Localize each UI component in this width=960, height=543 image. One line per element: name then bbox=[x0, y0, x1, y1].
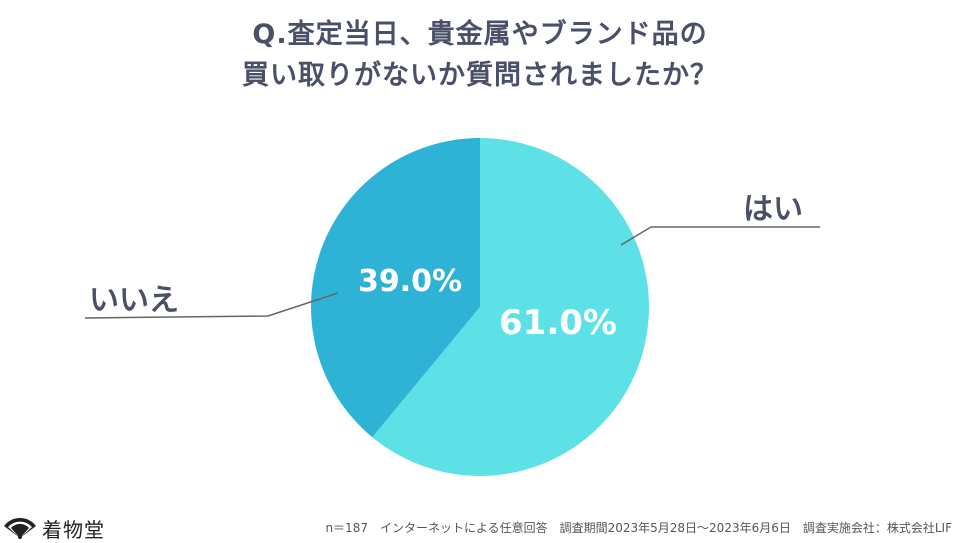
leader-line-iie bbox=[84, 292, 339, 319]
value-label-iie: 39.0% bbox=[358, 264, 462, 299]
leader-line-hai bbox=[620, 226, 820, 246]
value-label-hai: 61.0% bbox=[499, 303, 617, 343]
chart-title-line-2: 買い取りがないか質問されましたか？ bbox=[242, 60, 718, 91]
pie-slice-hai bbox=[372, 138, 650, 477]
category-label-iie: いいえ bbox=[89, 283, 179, 318]
chart-title-line-1: Q.査定当日、貴金属やブランド品の bbox=[252, 19, 708, 50]
survey-footnote: n＝187 インターネットによる任意回答 調査期間2023年5月28日〜2023… bbox=[325, 521, 952, 535]
brand-logo: 着物堂 bbox=[2, 514, 105, 543]
fan-icon bbox=[4, 517, 36, 539]
logo-text: 着物堂 bbox=[42, 518, 105, 542]
chart-title: Q.査定当日、貴金属やブランド品の 買い取りがないか質問されましたか？ bbox=[0, 14, 960, 96]
category-label-hai: はい bbox=[743, 192, 803, 227]
pie-slice-iie bbox=[311, 138, 480, 438]
